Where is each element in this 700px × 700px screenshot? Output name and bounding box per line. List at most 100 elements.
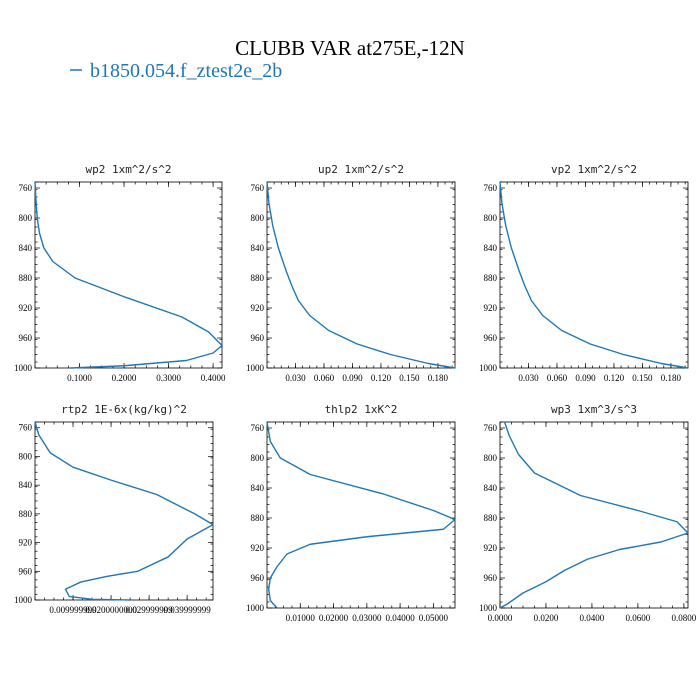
series-line-rtp2: [34, 421, 214, 601]
x-tick-label-vp2: 0.120: [604, 373, 625, 383]
plot-frame-wp3: [499, 421, 689, 609]
y-tick-label-thlp2: 880: [251, 513, 265, 523]
x-tick-label-wp2: 0.2000: [112, 373, 137, 383]
x-tick-label-wp3: 0.0400: [580, 613, 605, 623]
series-line-up2: [266, 181, 456, 369]
y-tick-label-up2: 1000: [246, 363, 265, 373]
y-tick-label-wp2: 800: [19, 213, 33, 223]
panel-rtp2: rtp2 1E-6x(kg/kg)^2 760 800 840 880 920 960 100…: [14, 403, 214, 615]
y-tick-label-up2: 920: [251, 303, 265, 313]
y-tick-label-rtp2: 880: [19, 509, 33, 519]
x-tick-label-up2: 0.180: [428, 373, 449, 383]
plot-frame-thlp2: [266, 421, 456, 609]
x-tick-label-vp2: 0.180: [661, 373, 682, 383]
y-tick-label-wp2: 840: [19, 243, 33, 253]
y-tick-label-rtp2: 920: [19, 538, 33, 548]
x-tick-label-up2: 0.120: [371, 373, 392, 383]
y-tick-label-thlp2: 1000: [246, 603, 265, 613]
x-tick-label-vp2: 0.090: [575, 373, 596, 383]
y-tick-label-thlp2: 800: [251, 453, 265, 463]
y-tick-label-thlp2: 960: [251, 573, 265, 583]
y-tick-label-vp2: 800: [484, 213, 498, 223]
y-tick-label-up2: 880: [251, 273, 265, 283]
panel-title-vp2: vp2 1xm^2/s^2: [551, 163, 637, 176]
y-tick-label-wp2: 1000: [14, 363, 33, 373]
panel-title-wp3: wp3 1xm^3/s^3: [551, 403, 637, 416]
x-tick-label-wp3: 0.0800: [671, 613, 696, 623]
y-tick-label-rtp2: 760: [19, 423, 33, 433]
x-tick-label-thlp2: 0.03000: [352, 613, 382, 623]
panel-title-rtp2: rtp2 1E-6x(kg/kg)^2: [61, 403, 187, 416]
y-tick-label-vp2: 1000: [479, 363, 498, 373]
panel-title-up2: up2 1xm^2/s^2: [318, 163, 404, 176]
x-tick-label-wp3: 0.0200: [534, 613, 559, 623]
y-tick-label-wp3: 880: [484, 513, 498, 523]
y-tick-label-vp2: 920: [484, 303, 498, 313]
panel-wp2: wp2 1xm^2/s^2 760 800 840 880 920 960 1000 0.100…: [14, 163, 226, 383]
y-tick-label-wp3: 920: [484, 543, 498, 553]
x-tick-label-up2: 0.060: [314, 373, 335, 383]
panel-vp2: vp2 1xm^2/s^2 760 800 840 880 920 960 1000 0.030…: [479, 163, 689, 383]
plot-frame-up2: [266, 181, 456, 369]
x-tick-label-vp2: 0.150: [632, 373, 653, 383]
panel-thlp2: thlp2 1xK^2 760 800 840 880 920 960 1000 0.01000…: [246, 403, 456, 623]
series-line-vp2: [499, 181, 689, 369]
y-tick-label-wp2: 880: [19, 273, 33, 283]
y-tick-label-wp3: 800: [484, 453, 498, 463]
y-tick-label-up2: 800: [251, 213, 265, 223]
y-tick-label-vp2: 880: [484, 273, 498, 283]
panel-wp3: wp3 1xm^3/s^3 760 800 840 880 920 960 10000.000…: [479, 403, 697, 623]
x-tick-label-wp3: 0.0000: [488, 613, 513, 623]
y-tick-label-up2: 840: [251, 243, 265, 253]
y-tick-label-rtp2: 960: [19, 566, 33, 576]
x-tick-label-rtp2: 0.029999999: [125, 605, 173, 615]
x-tick-label-wp2: 0.4000: [201, 373, 226, 383]
x-tick-label-rtp2: 0.0200000000: [85, 605, 137, 615]
panels-grid: wp2 1xm^2/s^2 760 800 840 880 920 960 1000 0.100…: [14, 163, 697, 623]
y-tick-label-wp2: 920: [19, 303, 33, 313]
panel-title-thlp2: thlp2 1xK^2: [325, 403, 398, 416]
x-tick-label-up2: 0.030: [285, 373, 306, 383]
y-tick-label-wp3: 840: [484, 483, 498, 493]
x-tick-label-wp3: 0.0600: [626, 613, 651, 623]
panel-up2: up2 1xm^2/s^2 760 800 840 880 920 960 1000 0.030…: [246, 163, 456, 383]
x-tick-label-rtp2: 0.009999999: [49, 605, 97, 615]
legend: b1850.054.f_ztest2e_2b: [70, 60, 282, 82]
x-tick-label-vp2: 0.030: [518, 373, 539, 383]
series-line-wp3: [499, 421, 689, 609]
figure-title: CLUBB VAR at275E,-12N: [235, 36, 465, 60]
x-tick-label-thlp2: 0.04000: [385, 613, 415, 623]
y-tick-label-thlp2: 920: [251, 543, 265, 553]
series-line-wp2: [34, 181, 223, 369]
y-tick-label-vp2: 760: [484, 183, 498, 193]
x-tick-label-thlp2: 0.01000: [286, 613, 316, 623]
y-tick-label-up2: 960: [251, 333, 265, 343]
y-tick-label-wp3: 960: [484, 573, 498, 583]
plot-frame-wp2: [34, 181, 223, 369]
y-tick-label-wp2: 960: [19, 333, 33, 343]
y-tick-label-vp2: 840: [484, 243, 498, 253]
series-line-thlp2: [266, 421, 456, 609]
y-tick-label-rtp2: 800: [19, 451, 33, 461]
legend-label: b1850.054.f_ztest2e_2b: [90, 60, 282, 82]
y-tick-label-vp2: 960: [484, 333, 498, 343]
y-tick-label-rtp2: 1000: [14, 595, 33, 605]
y-tick-label-rtp2: 840: [19, 480, 33, 490]
panel-title-wp2: wp2 1xm^2/s^2: [85, 163, 171, 176]
y-tick-label-wp3: 1000: [479, 603, 498, 613]
y-tick-label-wp2: 760: [19, 183, 33, 193]
plot-frame-vp2: [499, 181, 689, 369]
y-tick-label-wp3: 760: [484, 423, 498, 433]
y-tick-label-up2: 760: [251, 183, 265, 193]
x-tick-label-thlp2: 0.05000: [419, 613, 449, 623]
y-tick-label-thlp2: 840: [251, 483, 265, 493]
x-tick-label-rtp2: 0.039999999: [164, 605, 212, 615]
x-tick-label-vp2: 0.060: [547, 373, 568, 383]
x-tick-label-up2: 0.090: [342, 373, 363, 383]
x-tick-label-thlp2: 0.02000: [319, 613, 349, 623]
y-tick-label-thlp2: 760: [251, 423, 265, 433]
x-tick-label-up2: 0.150: [399, 373, 420, 383]
x-tick-label-wp2: 0.3000: [156, 373, 181, 383]
x-tick-label-wp2: 0.1000: [67, 373, 92, 383]
